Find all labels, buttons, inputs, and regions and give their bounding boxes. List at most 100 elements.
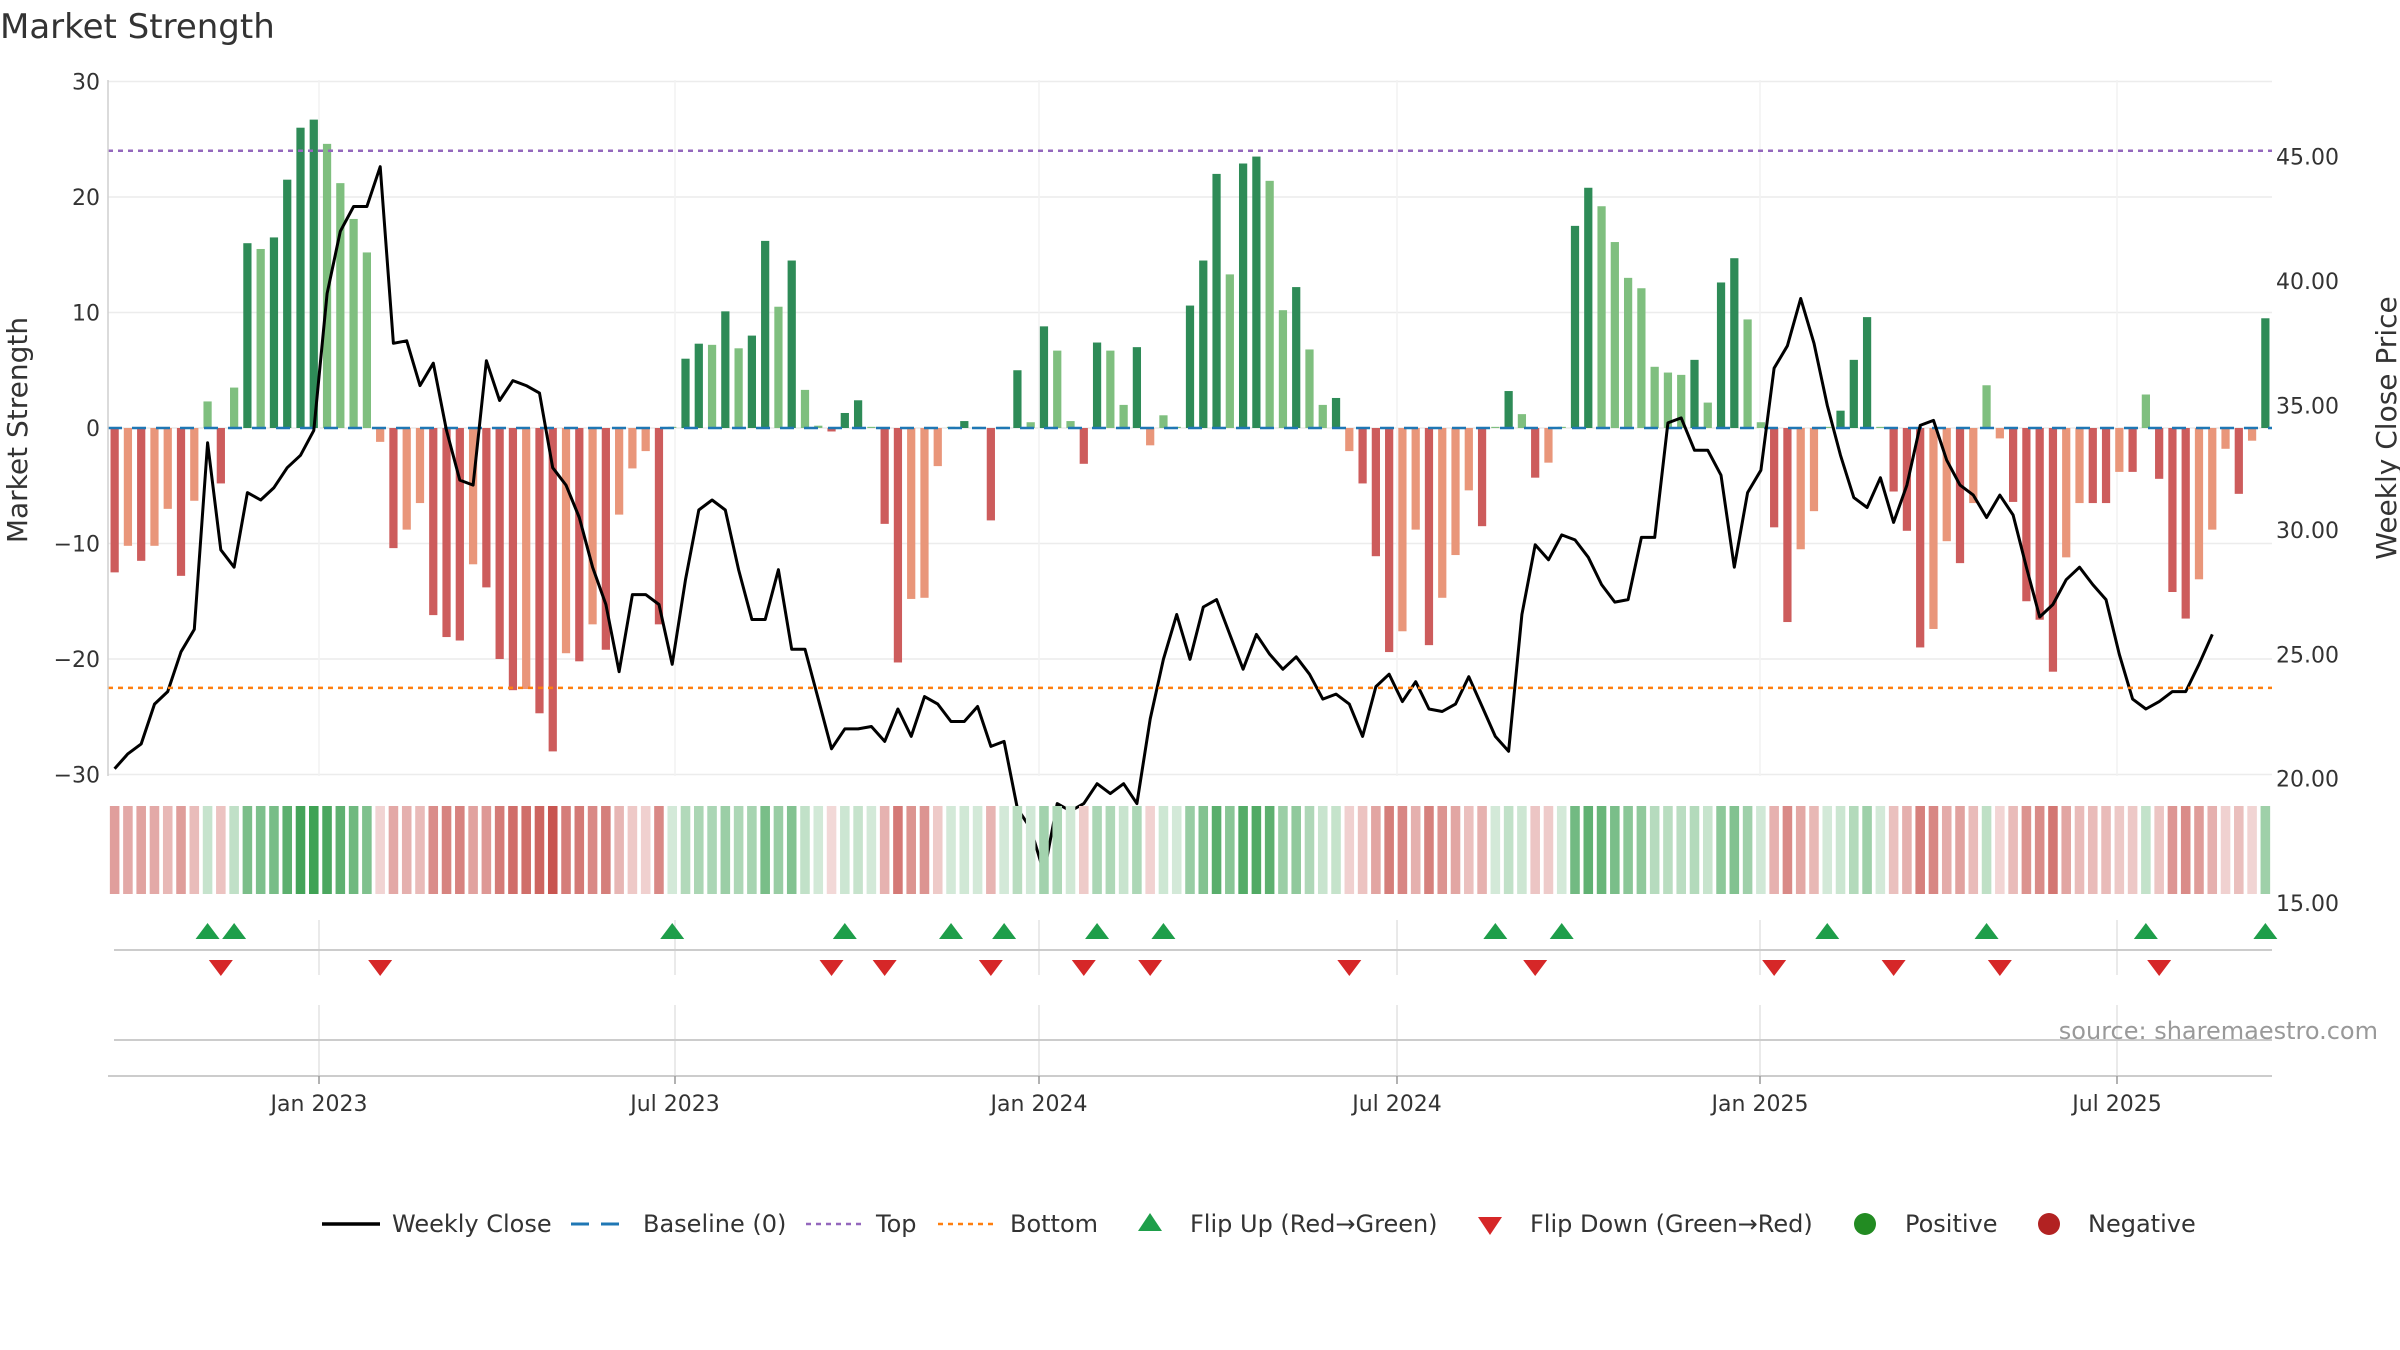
heat-cell: [959, 806, 970, 894]
heat-cell: [1225, 806, 1235, 894]
heat-cell: [587, 806, 598, 894]
strength-bar: [641, 428, 650, 452]
strength-bar: [1836, 410, 1845, 428]
heat-cell: [1596, 806, 1607, 894]
strength-bar: [1796, 428, 1805, 550]
strength-bar: [322, 143, 332, 428]
heat-cell: [1570, 806, 1580, 894]
strength-bar: [721, 311, 730, 428]
heat-cell: [136, 806, 146, 894]
heat-cell: [1862, 806, 1872, 894]
strength-bar: [827, 428, 836, 432]
strength-bar: [429, 428, 438, 616]
heat-cell: [2021, 806, 2032, 894]
heat-cell: [415, 806, 425, 894]
strength-bar: [2168, 428, 2177, 593]
heat-cell: [627, 806, 638, 894]
strength-bar: [1663, 372, 1673, 428]
heat-cell: [428, 806, 439, 894]
strength-bar: [269, 237, 279, 428]
strength-bar: [1916, 428, 1925, 648]
heat-cell: [1795, 806, 1806, 894]
strength-bar: [867, 426, 876, 428]
heat-cell: [919, 806, 930, 894]
flip-down-marker: [1762, 960, 1787, 976]
heat-cell: [1039, 806, 1049, 894]
x-tick-label: Jul 2024: [1350, 1092, 1442, 1117]
strength-bar: [176, 428, 186, 576]
heat-cell: [773, 806, 784, 894]
flip-up-marker: [2253, 923, 2278, 939]
strength-bar: [1504, 391, 1513, 428]
heat-cell: [335, 806, 346, 894]
strength-bar: [1995, 428, 2004, 439]
strength-bar: [2261, 318, 2270, 428]
heat-cell: [269, 806, 279, 894]
strength-bar: [216, 428, 225, 484]
heat-cell: [840, 806, 850, 894]
heat-cell: [1304, 806, 1315, 894]
strength-bar: [1079, 428, 1088, 464]
y2-tick-label: 40.00: [2276, 270, 2339, 295]
strength-bar: [734, 348, 743, 428]
x-tick-label: Jan 2025: [1710, 1092, 1809, 1117]
heat-cell: [813, 806, 824, 894]
strength-bar: [1584, 187, 1593, 428]
strength-bar: [2221, 428, 2230, 449]
strength-bar: [2208, 428, 2217, 530]
heat-cell: [932, 806, 943, 894]
heat-cell: [1251, 806, 1262, 894]
heat-cell: [1915, 806, 1925, 894]
heat-cell: [1556, 806, 1567, 894]
legend-swatch-negative: [2038, 1213, 2060, 1235]
flip-up-marker: [832, 923, 857, 939]
strength-bar: [2247, 428, 2257, 441]
strength-bar: [362, 252, 371, 428]
strength-bar: [2035, 428, 2044, 620]
heat-cell: [202, 806, 213, 894]
heat-cell: [1025, 806, 1036, 894]
flip-up-marker: [195, 923, 220, 939]
heat-cell: [1769, 806, 1779, 894]
chart-title: Market Strength: [0, 7, 275, 47]
strength-bar: [243, 243, 252, 428]
legend-label-top: Top: [875, 1210, 917, 1238]
heat-cell: [295, 806, 306, 894]
flip-up-marker: [1815, 923, 1840, 939]
heat-cell: [680, 806, 691, 894]
strength-bar: [1477, 428, 1487, 527]
strength-bar: [2075, 428, 2084, 504]
strength-bar: [1212, 173, 1221, 428]
heat-cell: [879, 806, 890, 894]
strength-bar: [1252, 156, 1261, 428]
heat-cell: [176, 806, 186, 894]
strength-bar: [309, 119, 318, 429]
heat-cell: [1835, 806, 1846, 894]
strength-bar: [681, 358, 690, 428]
heat-cell: [1676, 806, 1686, 894]
strength-bar: [1783, 428, 1792, 623]
heat-cell: [1649, 806, 1660, 894]
strength-bar: [761, 240, 770, 428]
y-tick-label: 20: [72, 186, 100, 211]
heat-cell: [866, 806, 877, 894]
y2-tick-label: 15.00: [2276, 892, 2339, 917]
strength-bar: [1491, 426, 1500, 428]
heat-cell: [707, 806, 717, 894]
strength-bar: [283, 179, 292, 428]
heat-cell: [2141, 806, 2151, 894]
heat-cell: [1610, 806, 1620, 894]
heat-cell: [388, 806, 399, 894]
strength-bar: [1438, 428, 1447, 598]
strength-bar: [2101, 428, 2111, 504]
heat-cell: [1092, 806, 1102, 894]
heat-cell: [601, 806, 611, 894]
heat-cell: [1716, 806, 1726, 894]
heat-cell: [1968, 806, 1979, 894]
heat-cell: [494, 806, 505, 894]
heat-cell: [401, 806, 412, 894]
heat-cell: [216, 806, 226, 894]
heat-cell: [614, 806, 624, 894]
